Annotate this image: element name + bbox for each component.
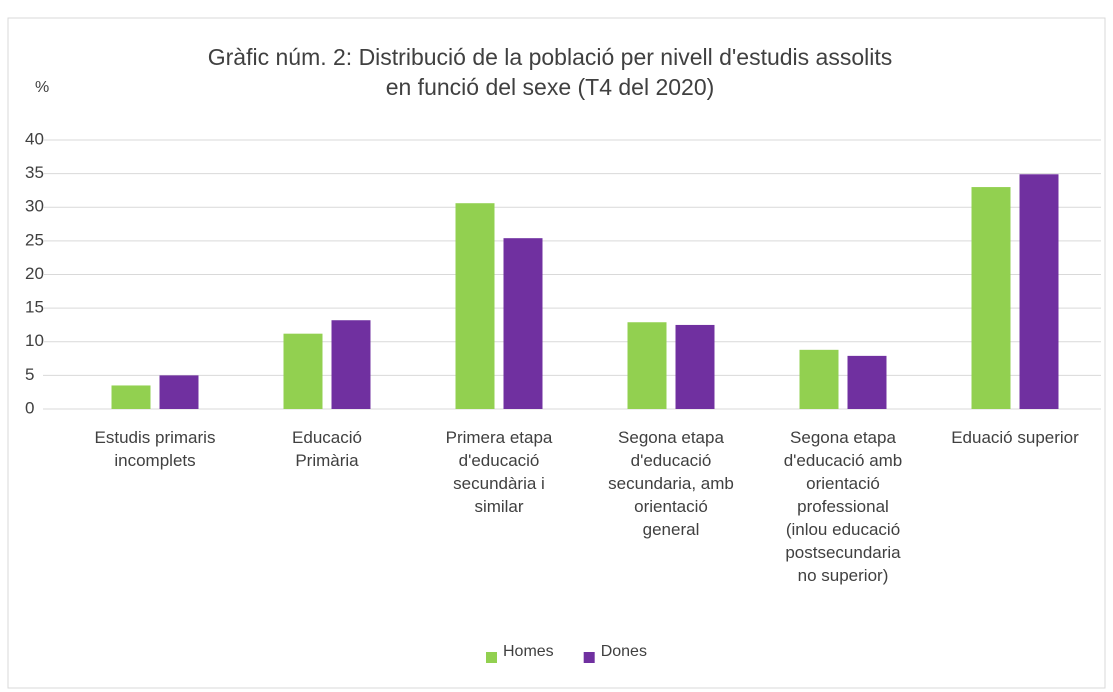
x-tick-label: Primera etapa d'educació secundària i si…: [445, 428, 553, 516]
y-tick-label: 20: [25, 264, 44, 283]
bar: [503, 238, 543, 409]
bar: [799, 349, 839, 409]
bar: [331, 320, 371, 409]
bar: [675, 324, 715, 409]
y-tick-label: 40: [25, 129, 44, 148]
legend-swatch: [486, 652, 497, 663]
y-tick-label: 25: [25, 230, 44, 249]
x-tick-label: Segona etapa d'educació amb orientació p…: [783, 428, 903, 585]
legend-label: Dones: [601, 643, 647, 660]
y-tick-label: 10: [25, 331, 44, 350]
x-tick-label: Estudis primaris incomplets: [94, 428, 216, 470]
bar: [627, 322, 667, 409]
y-axis-label: %: [35, 79, 49, 96]
bar: [1019, 174, 1059, 409]
y-tick-label: 15: [25, 298, 44, 317]
bar: [111, 385, 151, 409]
bar: [283, 333, 323, 409]
y-tick-label: 0: [25, 398, 34, 417]
chart-frame: [7, 17, 1106, 689]
legend-label: Homes: [503, 643, 554, 660]
y-tick-label: 5: [25, 365, 34, 384]
x-tick-label: Educació Primària: [292, 428, 362, 470]
bar: [159, 375, 199, 409]
bar: [971, 187, 1011, 409]
y-tick-label: 30: [25, 197, 44, 216]
y-tick-label: 35: [25, 163, 44, 182]
bar: [455, 203, 495, 409]
chart-title: Gràfic núm. 2: Distribució de la poblaci…: [207, 44, 893, 100]
bar: [847, 355, 887, 409]
x-tick-label: Eduació superior: [951, 428, 1079, 447]
x-tick-label: Segona etapa d'educació secundaria, amb …: [608, 428, 734, 539]
legend-swatch: [583, 652, 595, 663]
